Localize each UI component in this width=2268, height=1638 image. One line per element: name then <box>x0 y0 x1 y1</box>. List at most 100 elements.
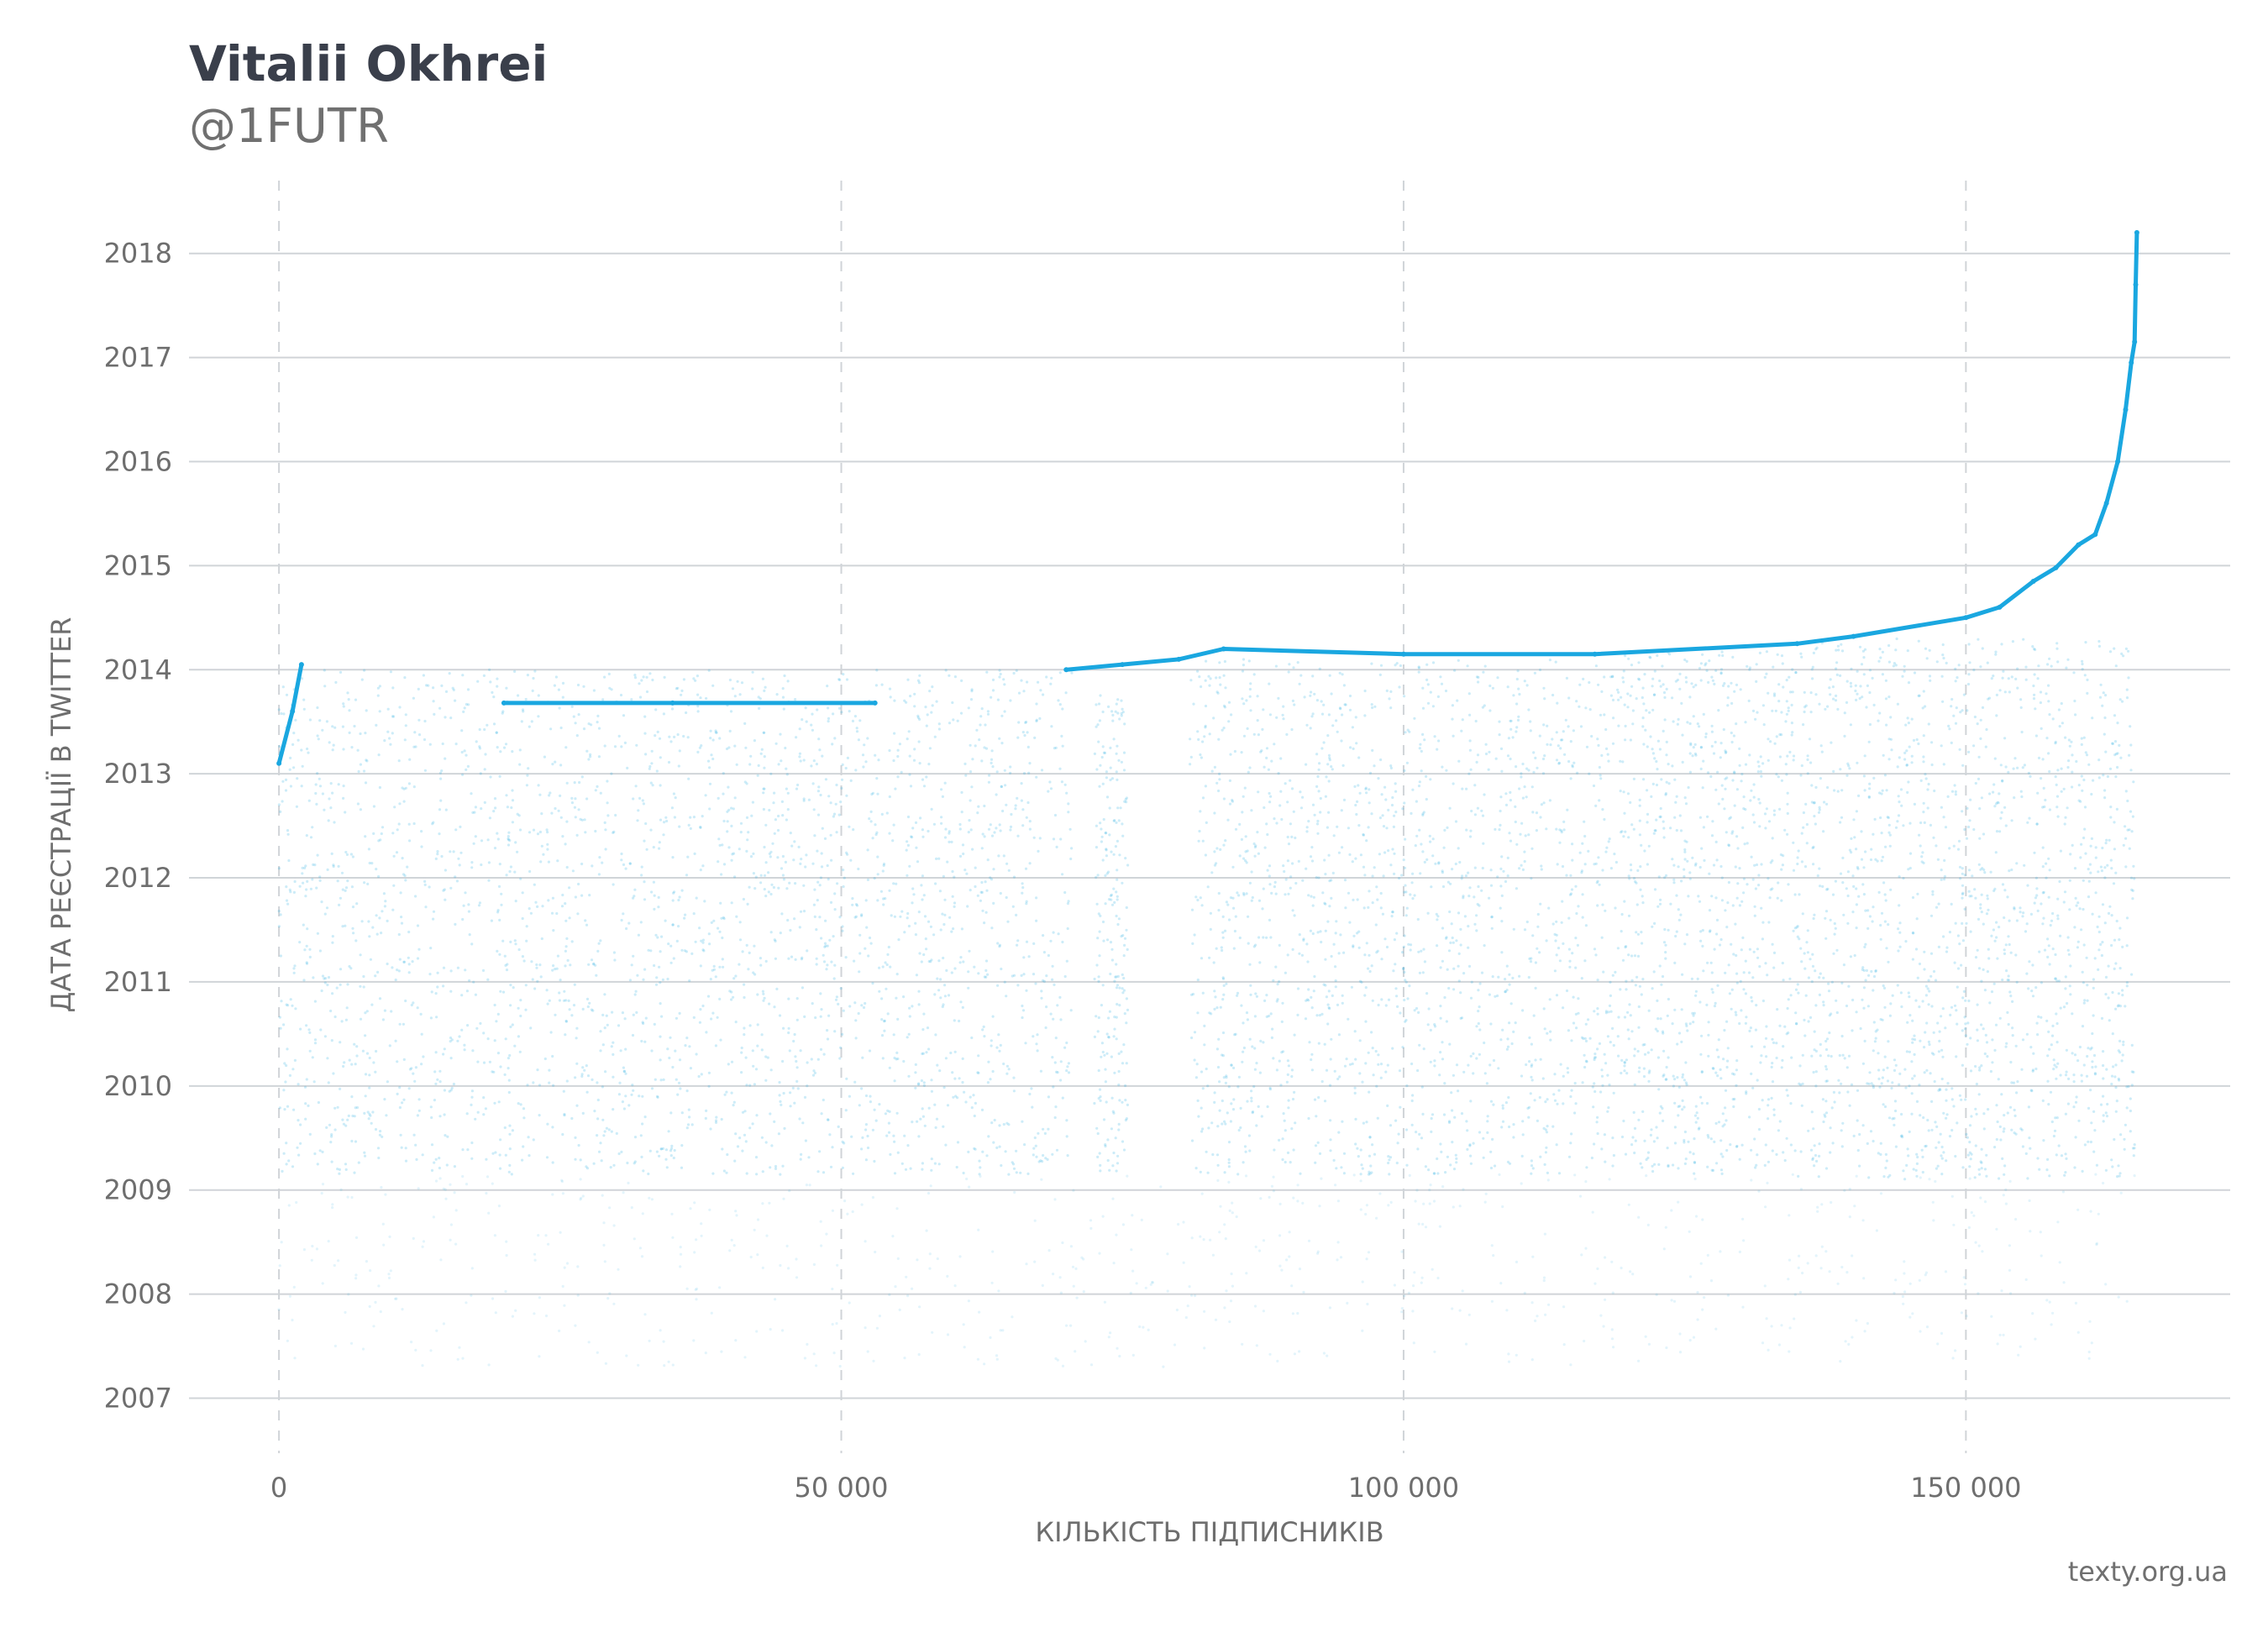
data-point <box>1582 677 1585 681</box>
data-point <box>1233 929 1236 933</box>
data-point <box>1248 695 1252 698</box>
data-point <box>1122 1043 1126 1047</box>
data-point <box>838 678 842 682</box>
data-point <box>297 738 300 742</box>
data-point <box>1363 689 1367 693</box>
data-point <box>1126 948 1129 951</box>
data-point <box>498 953 501 956</box>
data-point <box>1263 999 1267 1002</box>
data-point <box>1794 1021 1798 1026</box>
data-point <box>912 759 916 762</box>
data-point <box>1104 1080 1107 1084</box>
data-point <box>1289 1161 1292 1164</box>
data-point <box>621 1100 625 1104</box>
data-point <box>1446 1155 1449 1158</box>
data-point <box>582 685 585 688</box>
data-point <box>1659 1105 1662 1108</box>
data-point <box>407 971 411 974</box>
data-point <box>773 832 776 835</box>
data-point <box>701 1004 705 1008</box>
data-point <box>863 743 866 747</box>
data-point <box>1681 1073 1685 1076</box>
data-point <box>1259 750 1263 753</box>
data-point <box>1327 853 1331 857</box>
data-point <box>580 894 584 897</box>
data-point <box>1509 727 1513 731</box>
data-point <box>344 886 349 890</box>
data-point <box>603 821 606 825</box>
data-point <box>1351 726 1354 729</box>
data-point <box>1110 903 1115 906</box>
data-point <box>760 748 764 751</box>
data-point <box>1692 715 1695 718</box>
data-point <box>433 1070 437 1074</box>
data-point <box>1735 1013 1738 1016</box>
data-point <box>1700 1101 1704 1105</box>
data-point <box>666 1047 669 1051</box>
data-point <box>1568 959 1572 963</box>
data-point <box>721 843 724 847</box>
data-point <box>1596 738 1599 741</box>
data-point <box>557 688 561 691</box>
data-point <box>1662 1032 1665 1035</box>
data-point <box>1504 990 1507 994</box>
data-point <box>487 879 491 882</box>
data-point <box>655 769 659 773</box>
data-point <box>796 783 800 787</box>
data-point <box>959 1000 963 1004</box>
data-point <box>909 695 912 698</box>
data-point <box>700 1073 703 1076</box>
data-point <box>470 1103 473 1106</box>
data-point <box>1521 1120 1525 1123</box>
data-point <box>355 1045 359 1048</box>
data-point <box>1055 845 1058 849</box>
data-point <box>1574 937 1578 940</box>
data-point <box>777 814 780 818</box>
data-point <box>1492 1058 1496 1063</box>
data-point <box>404 999 407 1003</box>
data-point <box>414 1143 417 1147</box>
data-point <box>992 901 995 905</box>
data-point <box>751 670 754 674</box>
data-point <box>874 753 877 757</box>
data-point <box>1714 840 1718 844</box>
data-point <box>365 709 368 712</box>
data-point <box>1662 729 1665 733</box>
data-point <box>492 722 496 726</box>
data-point <box>617 734 621 738</box>
data-point <box>614 813 617 817</box>
data-point <box>1731 779 1735 782</box>
data-point <box>1021 731 1025 734</box>
data-point <box>1416 1147 1420 1151</box>
data-point <box>978 1159 981 1163</box>
data-point <box>1452 734 1455 738</box>
data-point <box>1505 964 1509 968</box>
data-point <box>1744 763 1748 766</box>
data-point <box>636 819 639 822</box>
data-point <box>342 785 345 788</box>
data-point <box>1275 1068 1278 1072</box>
data-point <box>1117 1069 1121 1074</box>
data-point <box>430 990 433 994</box>
data-point <box>783 674 786 678</box>
data-point <box>1775 773 1778 776</box>
data-point <box>1110 1055 1113 1058</box>
data-point <box>1719 668 1724 671</box>
data-point <box>782 878 786 881</box>
chart-subtitle: @1FUTR <box>189 99 389 154</box>
data-point <box>1409 893 1412 896</box>
data-point <box>1263 765 1266 769</box>
data-point <box>1792 929 1795 932</box>
data-point <box>788 1049 791 1053</box>
data-point <box>1104 874 1107 877</box>
data-point <box>530 720 533 723</box>
data-point <box>1096 874 1100 877</box>
data-point <box>658 847 661 850</box>
data-point <box>298 885 302 888</box>
data-point <box>908 1006 911 1010</box>
data-point <box>971 758 974 761</box>
data-point <box>745 1084 748 1087</box>
data-point <box>1293 914 1296 917</box>
data-point <box>1683 1162 1687 1165</box>
data-point <box>1251 1111 1254 1115</box>
